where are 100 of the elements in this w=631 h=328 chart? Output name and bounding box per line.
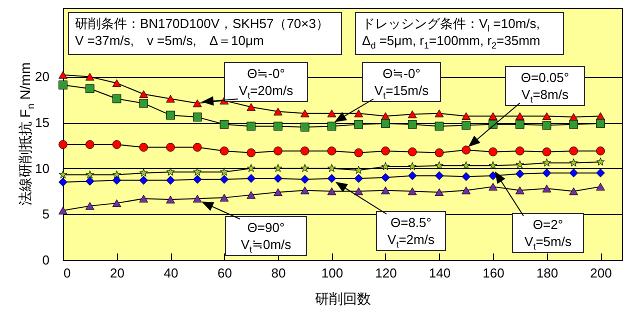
point [408, 110, 417, 118]
point [85, 176, 94, 186]
point [112, 176, 122, 185]
point [300, 164, 310, 172]
annotation: Θ=0.05° V$_{t}$=8m/s [520, 69, 570, 105]
point [58, 80, 68, 90]
point [462, 120, 471, 130]
x-tick-label: 120 [375, 266, 397, 280]
point [192, 142, 202, 152]
point [408, 120, 417, 129]
point [462, 161, 470, 170]
annotation: Θ≒-0° V$_{t}$=20m/s [238, 65, 294, 101]
point [408, 147, 417, 156]
point [139, 168, 148, 177]
y-tick-label: 5 [42, 206, 50, 222]
point [596, 168, 605, 178]
point [86, 170, 94, 178]
point [408, 162, 417, 170]
point [274, 164, 282, 172]
x-tick-label: 80 [271, 266, 286, 280]
point [569, 168, 578, 178]
point [85, 140, 94, 149]
y-tick-label: 10 [35, 160, 50, 176]
point [354, 148, 364, 158]
annotation: Θ=2° V$_{t}$=5m/s [524, 216, 572, 252]
point [408, 171, 417, 180]
point [166, 94, 175, 103]
point [274, 122, 282, 131]
point [381, 119, 390, 128]
y-tick-label: 15 [35, 115, 50, 130]
point [58, 170, 68, 178]
point [596, 146, 605, 156]
x-tick-label: 20 [110, 266, 124, 280]
point [354, 110, 364, 118]
point [542, 184, 552, 192]
point [166, 168, 175, 176]
point [220, 168, 228, 176]
point [220, 194, 229, 202]
point [327, 187, 336, 196]
y-tick-label: 0 [42, 252, 50, 268]
annotation: Θ=90° V$_{t}$≒0m/s [240, 219, 292, 255]
point [381, 173, 390, 182]
point [516, 160, 524, 168]
point [246, 122, 256, 131]
point [246, 191, 256, 199]
point [462, 112, 471, 120]
point [274, 188, 282, 196]
point [596, 182, 605, 191]
point [246, 174, 256, 183]
point [515, 120, 524, 129]
point [112, 79, 122, 88]
annotation: Θ≒-0° V$_{t}$=15m/s [374, 65, 429, 101]
point [300, 186, 310, 194]
y-tick-label: 20 [35, 69, 50, 84]
point [434, 171, 444, 180]
point [274, 174, 282, 183]
point [112, 94, 122, 104]
point [274, 108, 282, 116]
point [434, 110, 444, 118]
point [58, 178, 68, 187]
point [166, 142, 175, 152]
point [139, 176, 148, 185]
point [542, 120, 552, 130]
point [327, 110, 336, 118]
point [569, 146, 578, 156]
point [542, 112, 552, 120]
point [193, 168, 202, 176]
point [434, 148, 444, 158]
point [408, 187, 417, 196]
annotation: Θ=8.5° V$_{t}$=2m/s [388, 214, 434, 250]
point [515, 112, 524, 120]
point [488, 147, 498, 156]
x-tick-label: 200 [590, 266, 612, 280]
point [166, 176, 175, 185]
x-tick-label: 140 [428, 266, 451, 280]
x-tick-label: 100 [321, 266, 344, 280]
text: ドレッシング条件：V$_{l}$ =10m/s, Δ$_{d}$ =5μm, r$_{1}$=100mm, r$_{2}$=35mm [362, 16, 540, 51]
point [569, 158, 578, 166]
point [435, 161, 444, 170]
point [488, 161, 498, 170]
point [381, 146, 390, 156]
point [85, 72, 94, 81]
point [327, 174, 336, 183]
point [192, 174, 202, 184]
x-tick-label: 160 [482, 266, 504, 280]
x-tick-label: 180 [536, 266, 558, 280]
point [192, 99, 202, 108]
point [569, 120, 578, 129]
point [596, 119, 605, 128]
x-tick-label: 0 [64, 266, 71, 280]
point [542, 158, 551, 166]
point [112, 140, 122, 149]
point [58, 206, 68, 214]
point [515, 146, 524, 156]
point [139, 90, 148, 98]
point [58, 140, 68, 149]
point [515, 169, 524, 178]
point [462, 186, 471, 194]
point [166, 110, 175, 120]
point [246, 164, 256, 172]
